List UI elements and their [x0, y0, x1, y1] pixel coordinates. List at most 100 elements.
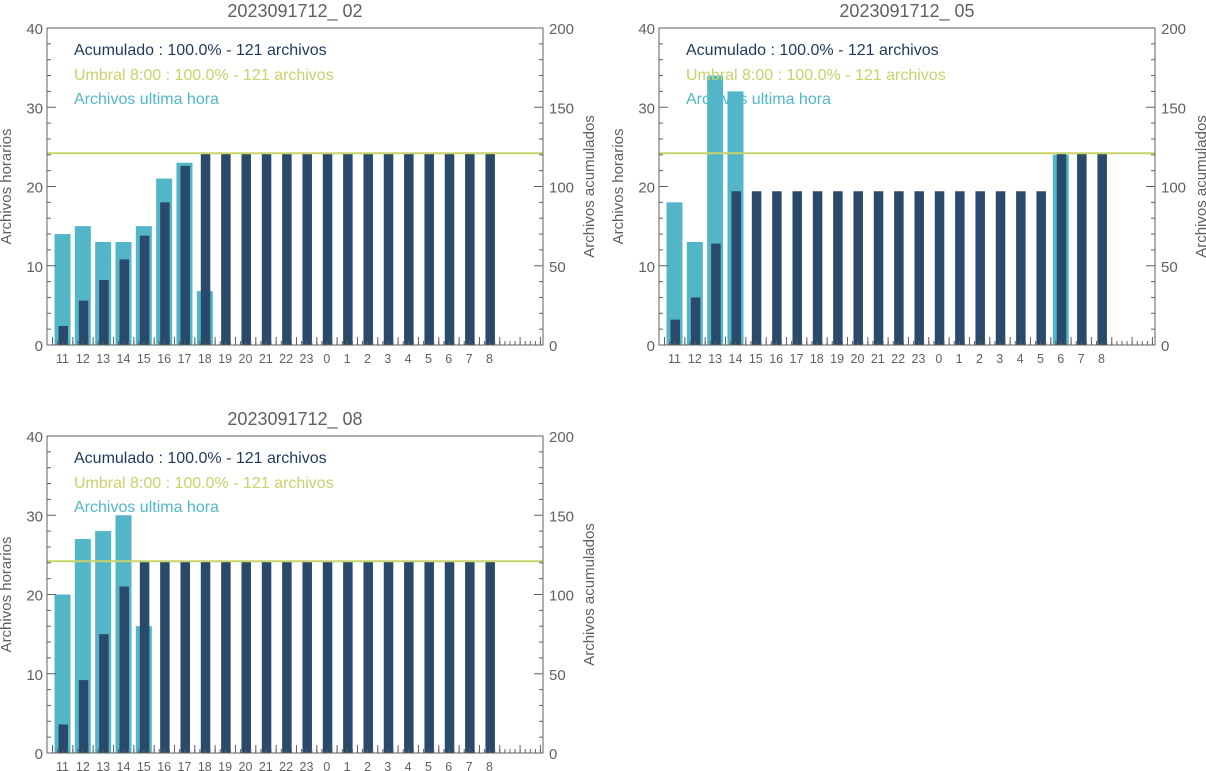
bar-cumulative-14	[731, 191, 741, 345]
right-axis: 0 50 100 150 200 Archivos acumulados	[534, 429, 598, 763]
bar-cumulative-13	[711, 243, 721, 345]
x-tick-label: 12	[76, 352, 90, 366]
bar-cumulative-4	[404, 153, 414, 345]
bar-cumulative-3	[383, 561, 394, 753]
left-tick-label: 40	[26, 21, 43, 38]
right-tick-label: 150	[549, 508, 574, 525]
bar-cumulative-18	[812, 191, 823, 345]
left-tick-label: 0	[647, 338, 655, 355]
bar-cumulative-11	[670, 319, 680, 345]
bar-cumulative-2	[363, 561, 373, 753]
x-tick-label: 12	[688, 352, 702, 366]
x-tick-label: 8	[1098, 352, 1105, 366]
right-axis-label: Archivos acumulados	[1193, 115, 1206, 258]
legend-ultima-hora: Archivos ultima hora	[74, 91, 219, 108]
left-tick-label: 30	[26, 100, 43, 117]
bar-cumulative-19	[833, 191, 843, 345]
x-tick-label: 20	[851, 352, 865, 366]
legend-acumulado: Acumulado : 100.0% - 121 archivos	[686, 42, 939, 59]
x-tick-label: 19	[218, 760, 232, 771]
bar-hourly-11	[666, 202, 683, 345]
bar-cumulative-15	[751, 191, 762, 345]
legend-umbral: Umbral 8:00 : 100.0% - 121 archivos	[74, 67, 334, 84]
bar-cumulative-20	[853, 191, 863, 345]
left-tick-label: 10	[26, 667, 43, 684]
legend: Acumulado : 100.0% - 121 archivos Umbral …	[74, 42, 334, 108]
right-tick-label: 100	[1161, 180, 1186, 197]
x-tick-label: 0	[935, 352, 942, 366]
x-tick-label: 19	[218, 352, 232, 366]
x-tick-label: 13	[708, 352, 722, 366]
right-axis-label: Archivos acumulados	[581, 523, 598, 666]
x-tick-label: 21	[259, 760, 273, 771]
x-tick-label: 22	[279, 760, 293, 771]
left-tick-label: 0	[35, 338, 43, 355]
left-axis: 0 10 20 30 40 Archivos horarios	[610, 21, 668, 355]
bar-cumulative-6	[444, 153, 455, 345]
x-tick-label: 5	[425, 760, 432, 771]
x-tick-label: 18	[810, 352, 824, 366]
right-tick-label: 100	[549, 588, 574, 605]
x-tick-label: 18	[198, 352, 212, 366]
bar-cumulative-20	[241, 561, 251, 753]
left-tick-label: 40	[638, 21, 655, 38]
left-axis: 0 10 20 30 40 Archivos horarios	[0, 21, 56, 355]
chart-title: 2023091712_ 08	[227, 409, 362, 430]
left-axis-label: Archivos horarios	[0, 129, 15, 245]
x-tick-label: 14	[729, 352, 743, 366]
x-tick-label: 22	[891, 352, 905, 366]
left-tick-label: 10	[26, 259, 43, 276]
bar-cumulative-4	[404, 561, 414, 753]
x-tick-label: 15	[137, 760, 151, 771]
x-tick-label: 23	[912, 352, 926, 366]
x-tick-label: 11	[56, 760, 69, 771]
right-tick-label: 200	[1161, 21, 1186, 38]
bar-cumulative-18	[200, 153, 211, 345]
x-tick-label: 23	[300, 352, 314, 366]
legend: Acumulado : 100.0% - 121 archivos Umbral …	[686, 42, 946, 108]
legend-ultima-hora: Archivos ultima hora	[686, 91, 831, 108]
x-tick-label: 4	[1017, 352, 1024, 366]
bar-cumulative-0	[322, 561, 333, 753]
bar-cumulative-16	[160, 202, 170, 345]
bar-cumulative-18	[200, 561, 211, 753]
bar-cumulative-17	[180, 561, 190, 753]
x-tick-label: 12	[76, 760, 90, 771]
left-axis: 0 10 20 30 40 Archivos horarios	[0, 429, 56, 763]
x-tick-label: 16	[157, 760, 171, 771]
bar-cumulative-17	[180, 165, 190, 345]
bar-cumulative-19	[221, 153, 231, 345]
x-tick-label: 1	[344, 760, 351, 771]
right-axis-label: Archivos acumulados	[581, 115, 598, 258]
bar-cumulative-12	[78, 300, 89, 345]
bar-cumulative-21	[261, 561, 272, 753]
x-tick-label: 22	[279, 352, 293, 366]
right-axis: 0 50 100 150 200 Archivos acumulados	[534, 21, 598, 355]
x-tick-label: 2	[364, 352, 371, 366]
bar-cumulative-7	[465, 153, 475, 345]
x-tick-label: 7	[1078, 352, 1085, 366]
bar-cumulative-11	[58, 724, 68, 753]
bar-cumulative-13	[99, 634, 109, 753]
x-tick-label: 14	[117, 760, 131, 771]
bar-cumulative-1	[343, 153, 353, 345]
chart-title: 2023091712_ 02	[227, 1, 362, 22]
right-axis: 0 50 100 150 200 Archivos acumulados	[1146, 21, 1206, 355]
bar-cumulative-0	[934, 191, 945, 345]
left-tick-label: 30	[638, 100, 655, 117]
x-tick-label: 4	[405, 352, 412, 366]
x-tick-label: 8	[486, 352, 493, 366]
x-tick-label: 17	[790, 352, 804, 366]
x-tick-label: 8	[486, 760, 493, 771]
x-tick-label: 21	[871, 352, 885, 366]
bar-cumulative-1	[343, 561, 353, 753]
right-tick-label: 50	[549, 667, 566, 684]
bar-cumulative-20	[241, 153, 251, 345]
x-tick-label: 3	[384, 760, 391, 771]
bar-cumulative-16	[772, 191, 782, 345]
bar-cumulative-22	[282, 153, 292, 345]
bar-cumulative-6	[444, 561, 455, 753]
x-tick-label: 3	[384, 352, 391, 366]
